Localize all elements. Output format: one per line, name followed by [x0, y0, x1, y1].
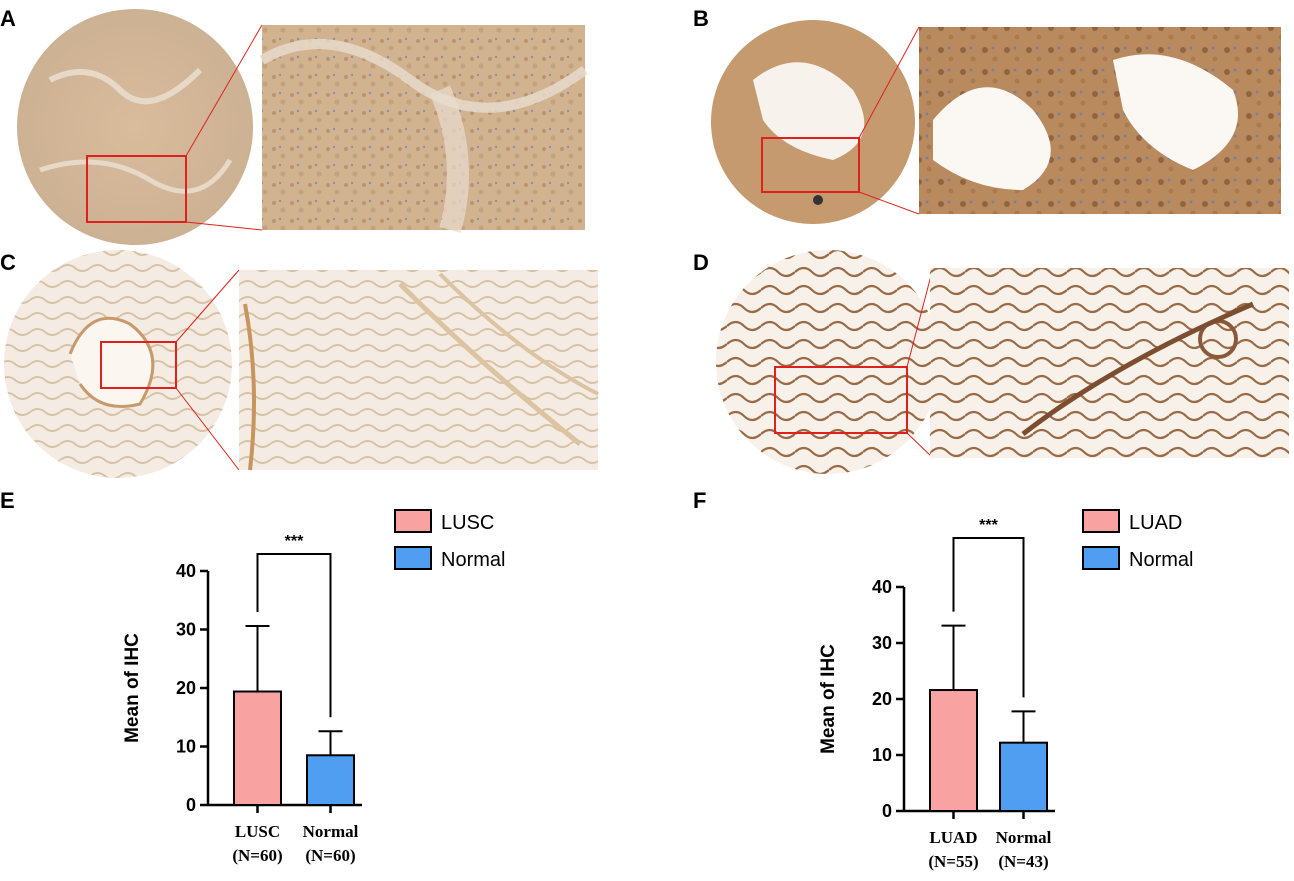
chart-f: 0 10 20 30 40 Mean of IHC LUAD (N=55) Normal (N=4… [693, 488, 1294, 881]
y-axis-title: Mean of IHC [818, 644, 839, 754]
ihc-panel-a [17, 9, 588, 245]
bar-normal [306, 754, 355, 806]
y-tick-label: 30 [872, 633, 892, 653]
panel-label-c: C [0, 250, 16, 275]
legend-label: Normal [1129, 549, 1193, 571]
zoom-box-b [761, 137, 860, 193]
y-tick-label: 30 [176, 620, 196, 640]
panel-label-e: E [0, 488, 15, 513]
y-tick-label: 0 [186, 795, 196, 815]
legend-label: LUAD [1129, 512, 1182, 534]
legend-label: LUSC [441, 512, 494, 534]
x-tick-sublabel: (N=60) [305, 846, 355, 865]
legend-swatch-normal [394, 546, 432, 570]
significance-label: *** [285, 533, 304, 550]
panel-label-b: B [693, 6, 709, 31]
tissue-core-d [716, 250, 940, 474]
zoom-image-a [262, 25, 585, 230]
x-tick-label: Normal [303, 822, 359, 841]
bar-lusc [233, 690, 282, 806]
bar-luad [929, 689, 978, 812]
legend-label: Normal [441, 549, 505, 571]
bar-chart-f: 0 10 20 30 40 Mean of IHC LUAD (N=55) Normal (N=4… [818, 509, 1193, 871]
legend-swatch-luad [1082, 509, 1120, 533]
bar-normal [999, 741, 1048, 812]
significance-label: *** [979, 517, 998, 534]
legend-swatch-normal [1082, 546, 1120, 570]
y-tick-label: 20 [176, 678, 196, 698]
panel-label-f: F [693, 488, 707, 513]
ihc-panel-c [4, 250, 599, 478]
y-tick-label: 40 [872, 577, 892, 597]
y-axis-title: Mean of IHC [122, 633, 143, 743]
y-tick-label: 10 [176, 737, 196, 757]
x-tick-label: LUAD [929, 828, 977, 847]
zoom-box-c [100, 341, 177, 389]
tissue-core-a [17, 9, 253, 245]
significance-bracket [256, 553, 332, 718]
x-tick-sublabel: (N=60) [232, 846, 282, 865]
bar-chart-e: 0 10 20 30 40 Mean of IHC LUSC (N=60) Normal (N=6… [122, 509, 505, 865]
x-tick-label: LUSC [235, 822, 280, 841]
x-tick-sublabel: (N=55) [928, 852, 978, 871]
ihc-panel-b [711, 20, 1281, 224]
x-tick-sublabel: (N=43) [998, 852, 1048, 871]
ihc-panel-d [716, 250, 1289, 474]
chart-e: 0 10 20 30 40 Mean of IHC LUSC (N=60) Normal (N=6… [0, 488, 640, 881]
y-tick-label: 20 [872, 689, 892, 709]
panel-label-a: A [0, 6, 16, 31]
y-tick-label: 40 [176, 561, 196, 581]
y-tick-label: 10 [872, 745, 892, 765]
zoom-box-d [774, 366, 908, 434]
panel-label-d: D [693, 250, 709, 275]
x-tick-label: Normal [996, 828, 1052, 847]
legend-swatch-lusc [394, 509, 432, 533]
y-tick-label: 0 [882, 801, 892, 821]
significance-bracket [952, 537, 1025, 698]
zoom-box-a [86, 155, 187, 223]
zoom-image-d [930, 268, 1289, 458]
